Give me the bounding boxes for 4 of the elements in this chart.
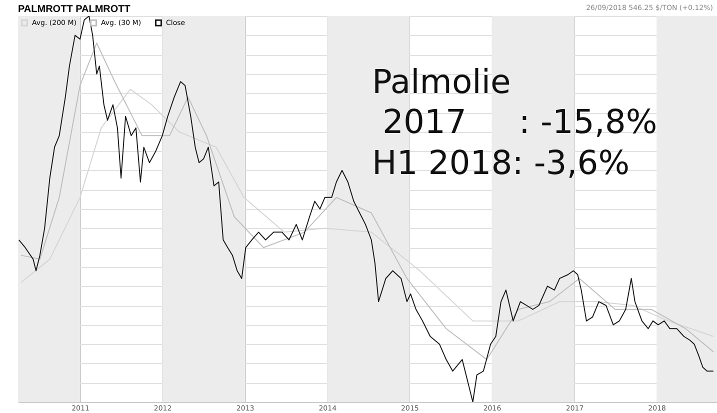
annotation: Palmolie	[372, 62, 512, 102]
annotation: H1 2018: -3,6%	[372, 142, 631, 183]
annotation: 2017 : -15,8%	[381, 102, 658, 142]
chart-title: PALMROTT PALMROTT	[18, 4, 130, 15]
